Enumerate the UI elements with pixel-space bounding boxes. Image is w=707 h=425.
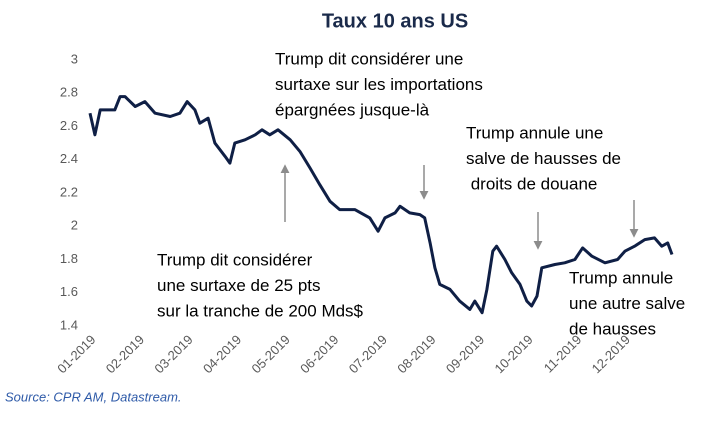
annotation: salve de hausses de	[466, 149, 621, 168]
x-tick-label: 11-2019	[541, 332, 585, 376]
y-tick-label: 2.8	[60, 85, 78, 100]
x-tick-label: 06-2019	[297, 332, 341, 376]
x-tick-label: 10-2019	[491, 332, 535, 376]
annotation: une surtaxe de 25 pts	[157, 276, 321, 295]
source: Source: CPR AM, Datastream.	[5, 389, 182, 404]
y-tick-label: 2	[71, 218, 78, 233]
y-tick-label: 2.6	[60, 118, 78, 133]
annotation: sur la tranche de 200 Mds$	[157, 301, 364, 320]
y-tick-label: 1.4	[60, 317, 78, 332]
chart-title: Taux 10 ans US	[322, 10, 468, 32]
annotation: Trump dit considérer une	[275, 49, 463, 68]
annotation: épargnées jusque-là	[275, 100, 430, 119]
x-tick-label: 09-2019	[443, 332, 487, 376]
x-tick-label: 04-2019	[200, 332, 244, 376]
x-tick-label: 07-2019	[346, 332, 390, 376]
y-tick-label: 1.6	[60, 284, 78, 299]
x-tick-label: 12-2019	[589, 332, 633, 376]
x-tick-label: 05-2019	[249, 332, 293, 376]
annotation: surtaxe sur les importations	[275, 75, 483, 94]
annotation: de hausses	[569, 319, 656, 338]
y-tick-label: 2.2	[60, 184, 78, 199]
annotation: droits de douane	[466, 174, 597, 193]
line	[88, 95, 674, 315]
x-tick-label: 03-2019	[151, 332, 195, 376]
annotation: Trump annule	[569, 268, 673, 287]
x-tick-label: 08-2019	[394, 332, 438, 376]
x-tick-label: 01-2019	[54, 332, 98, 376]
x-tick-label: 02-2019	[103, 332, 147, 376]
y-tick-label: 3	[71, 51, 78, 66]
y-tick-label: 2.4	[60, 151, 78, 166]
annotation: Trump annule une	[466, 123, 603, 142]
annotation: Trump dit considérer	[157, 250, 313, 269]
y-tick-label: 1.8	[60, 251, 78, 266]
annotation: une autre salve	[569, 294, 685, 313]
